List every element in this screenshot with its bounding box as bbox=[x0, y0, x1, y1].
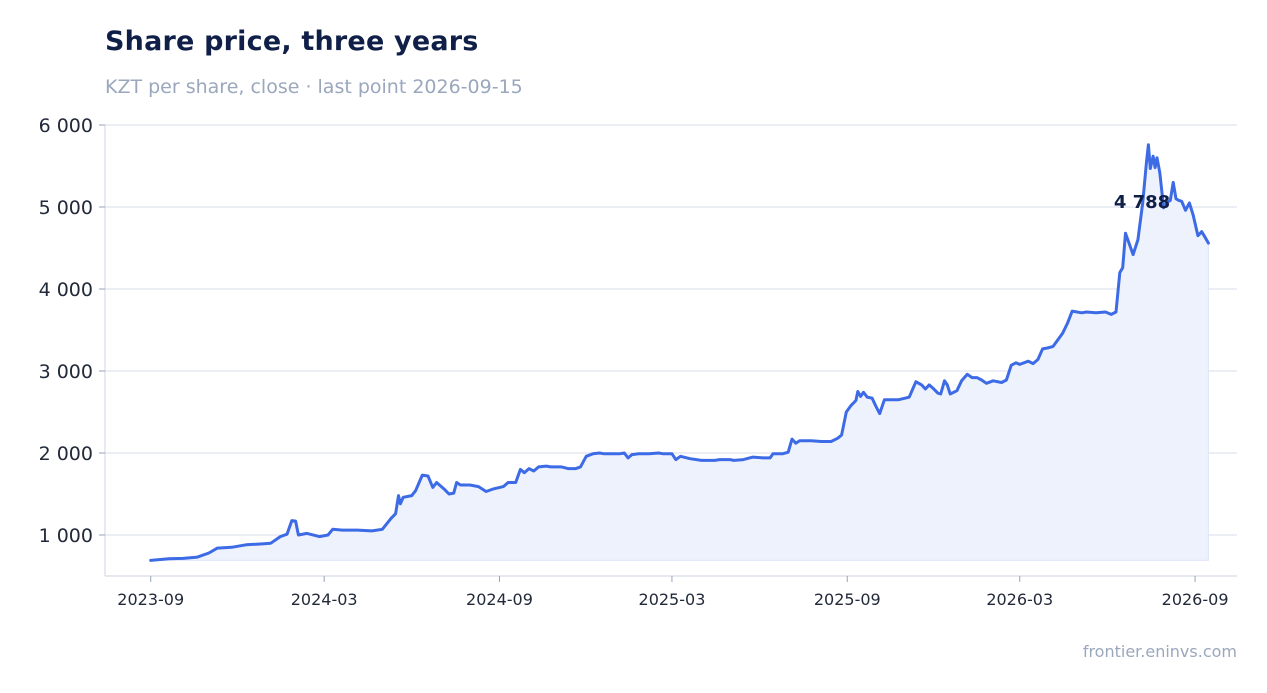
x-tick-label: 2024-03 bbox=[291, 590, 358, 609]
x-tick-label: 2025-09 bbox=[814, 590, 881, 609]
y-tick-label: 4 000 bbox=[39, 279, 93, 301]
y-axis-ticks: 1 000 2 000 3 000 4 000 5 000 6 000 bbox=[39, 115, 105, 547]
price-line-path bbox=[149, 143, 1210, 562]
x-tick-label: 2023-09 bbox=[117, 590, 184, 609]
axes bbox=[104, 125, 1237, 577]
y-tick-label: 5 000 bbox=[39, 197, 93, 219]
x-axis-ticks: 2023-09 2024-03 2024-09 2025-03 2025-09 2026-… bbox=[117, 576, 1229, 609]
price-line bbox=[149, 143, 1210, 562]
y-tick-label: 2 000 bbox=[39, 443, 93, 465]
data-labels: 4 788 bbox=[1114, 192, 1170, 213]
y-tick-label: 6 000 bbox=[39, 115, 93, 137]
last-value-label: 4 788 bbox=[1114, 192, 1170, 213]
y-tick-label: 1 000 bbox=[39, 525, 93, 547]
source-credit: frontier.eninvs.com bbox=[1082, 642, 1237, 661]
chart-title: Share price, three years bbox=[105, 26, 479, 57]
x-tick-label: 2026-09 bbox=[1162, 590, 1229, 609]
chart-subtitle: KZT per share, close · last point 2026-0… bbox=[105, 76, 523, 98]
x-tick-label: 2024-09 bbox=[466, 590, 533, 609]
y-tick-label: 3 000 bbox=[39, 361, 93, 383]
x-tick-label: 2026-03 bbox=[986, 590, 1053, 609]
x-tick-label: 2025-03 bbox=[639, 590, 706, 609]
